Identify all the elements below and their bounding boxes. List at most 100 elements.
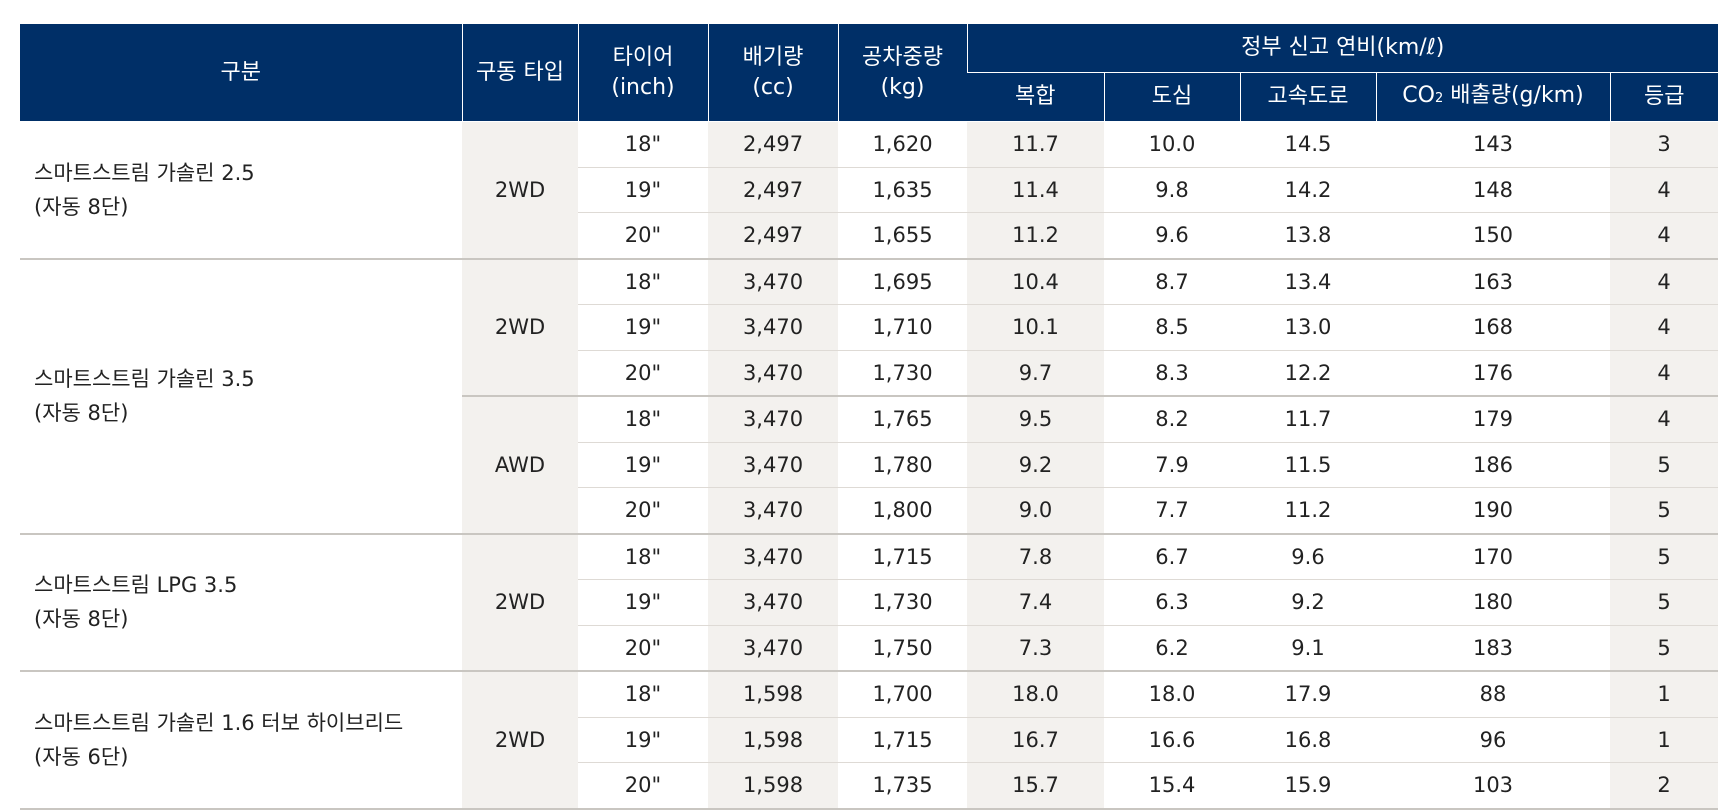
cell-curb-weight: 1,635 bbox=[838, 167, 967, 213]
cell-displacement: 2,497 bbox=[708, 167, 838, 213]
cell-tire: 20" bbox=[578, 762, 708, 810]
cell-drive-type: 2WD bbox=[462, 671, 578, 810]
header-curb-weight-label: 공차중량 bbox=[862, 44, 943, 70]
cell-displacement: 3,470 bbox=[708, 304, 838, 351]
table-row: 19" 2,497 1,635 11.4 9.8 14.2 148 4 bbox=[20, 167, 1719, 213]
cell-curb-weight: 1,800 bbox=[838, 487, 967, 535]
cell-co2: 96 bbox=[1376, 717, 1610, 763]
cell-co2: 179 bbox=[1376, 396, 1610, 443]
cell-co2: 170 bbox=[1376, 533, 1610, 580]
cell-co2: 186 bbox=[1376, 442, 1610, 488]
cell-curb-weight: 1,710 bbox=[838, 304, 967, 351]
cell-city: 8.5 bbox=[1104, 304, 1240, 351]
cell-displacement: 1,598 bbox=[708, 717, 838, 763]
cell-city: 8.3 bbox=[1104, 350, 1240, 397]
cell-tire: 19" bbox=[578, 442, 708, 488]
table-row: 스마트스트림 LPG 3.5 (자동 8단) 2WD 18" 3,470 1,715 7.8… bbox=[20, 533, 1719, 672]
cell-tire: 19" bbox=[578, 304, 708, 351]
model-name-line1: 스마트스트림 가솔린 1.6 터보 하이브리드 bbox=[34, 710, 404, 735]
cell-combined: 7.4 bbox=[967, 579, 1104, 626]
cell-displacement: 3,470 bbox=[708, 487, 838, 535]
cell-city: 6.7 bbox=[1104, 533, 1240, 580]
cell-highway: 11.2 bbox=[1240, 487, 1376, 535]
cell-combined: 11.2 bbox=[967, 212, 1104, 260]
cell-city: 10.0 bbox=[1104, 121, 1240, 168]
cell-tire: 18" bbox=[578, 533, 708, 580]
cell-tire: 19" bbox=[578, 579, 708, 626]
cell-grade: 5 bbox=[1610, 533, 1719, 580]
cell-displacement: 2,497 bbox=[708, 212, 838, 260]
table-row: 19" 3,470 1,710 10.1 8.5 13.0 168 4 bbox=[20, 304, 1719, 351]
cell-displacement: 3,470 bbox=[708, 350, 838, 397]
header-combined: 복합 bbox=[967, 72, 1104, 122]
cell-co2: 143 bbox=[1376, 121, 1610, 168]
cell-combined: 10.1 bbox=[967, 304, 1104, 351]
cell-highway: 14.2 bbox=[1240, 167, 1376, 213]
cell-highway: 13.4 bbox=[1240, 258, 1376, 305]
cell-grade: 4 bbox=[1610, 396, 1719, 443]
cell-model-name: 스마트스트림 가솔린 1.6 터보 하이브리드 (자동 6단) bbox=[20, 671, 462, 810]
cell-highway: 9.6 bbox=[1240, 533, 1376, 580]
cell-city: 9.8 bbox=[1104, 167, 1240, 213]
cell-displacement: 1,598 bbox=[708, 762, 838, 810]
cell-tire: 20" bbox=[578, 212, 708, 260]
cell-combined: 9.7 bbox=[967, 350, 1104, 397]
cell-curb-weight: 1,620 bbox=[838, 121, 967, 168]
cell-city: 16.6 bbox=[1104, 717, 1240, 763]
cell-highway: 14.5 bbox=[1240, 121, 1376, 168]
cell-displacement: 3,470 bbox=[708, 396, 838, 443]
header-tire-unit: (inch) bbox=[611, 74, 675, 100]
header-curb-weight: 공차중량 (kg) bbox=[837, 24, 967, 122]
model-name-line1: 스마트스트림 LPG 3.5 bbox=[34, 573, 238, 598]
cell-tire: 20" bbox=[578, 350, 708, 397]
cell-curb-weight: 1,655 bbox=[838, 212, 967, 260]
cell-curb-weight: 1,715 bbox=[838, 717, 967, 763]
cell-curb-weight: 1,730 bbox=[838, 579, 967, 626]
table-row: 20" 2,497 1,655 11.2 9.6 13.8 150 4 bbox=[20, 212, 1719, 260]
cell-displacement: 3,470 bbox=[708, 258, 838, 305]
table-header: 구분 구동 타입 타이어 (inch) 배기량 (cc) 공차중량 (kg) 정… bbox=[20, 24, 1719, 122]
cell-co2: 168 bbox=[1376, 304, 1610, 351]
cell-grade: 4 bbox=[1610, 304, 1719, 351]
model-name-line1: 스마트스트림 가솔린 2.5 bbox=[34, 160, 255, 185]
cell-grade: 2 bbox=[1610, 762, 1719, 810]
cell-co2: 163 bbox=[1376, 258, 1610, 305]
cell-model-name: 스마트스트림 LPG 3.5 (자동 8단) bbox=[20, 533, 462, 672]
table-row: 19" 3,470 1,730 7.4 6.3 9.2 180 5 bbox=[20, 579, 1719, 626]
cell-highway: 9.2 bbox=[1240, 579, 1376, 626]
model-name-line2: (자동 8단) bbox=[34, 194, 129, 219]
cell-grade: 5 bbox=[1610, 579, 1719, 626]
cell-city: 8.2 bbox=[1104, 396, 1240, 443]
cell-grade: 1 bbox=[1610, 717, 1719, 763]
table-row: 20" 1,598 1,735 15.7 15.4 15.9 103 2 bbox=[20, 762, 1719, 810]
table-row: 19" 3,470 1,780 9.2 7.9 11.5 186 5 bbox=[20, 442, 1719, 488]
header-displacement: 배기량 (cc) bbox=[707, 24, 838, 122]
header-drive-type: 구동 타입 bbox=[461, 24, 578, 122]
cell-grade: 1 bbox=[1610, 671, 1719, 718]
model-name-line2: (자동 8단) bbox=[34, 401, 129, 425]
cell-combined: 9.5 bbox=[967, 396, 1104, 443]
table-row: 스마트스트림 가솔린 1.6 터보 하이브리드 (자동 6단) 2WD 18" 1,59… bbox=[20, 671, 1719, 810]
cell-curb-weight: 1,765 bbox=[838, 396, 967, 443]
cell-highway: 17.9 bbox=[1240, 671, 1376, 718]
header-tire: 타이어 (inch) bbox=[577, 24, 708, 122]
table-row: 스마트스트림 가솔린 2.5 (자동 8단) 2WD 18" 2,497 1,620 11.… bbox=[20, 121, 1719, 260]
cell-city: 15.4 bbox=[1104, 762, 1240, 810]
header-co2: CO2 배출량(g/km) bbox=[1375, 72, 1610, 122]
cell-grade: 5 bbox=[1610, 487, 1719, 535]
cell-displacement: 1,598 bbox=[708, 671, 838, 718]
cell-curb-weight: 1,735 bbox=[838, 762, 967, 810]
table-body: 스마트스트림 가솔린 2.5 (자동 8단) 2WD 18" 2,497 1,620 11.… bbox=[20, 121, 1719, 810]
cell-city: 18.0 bbox=[1104, 671, 1240, 718]
cell-combined: 10.4 bbox=[967, 258, 1104, 305]
cell-tire: 18" bbox=[578, 121, 708, 168]
header-displacement-unit: (cc) bbox=[752, 74, 794, 100]
cell-displacement: 3,470 bbox=[708, 533, 838, 580]
cell-highway: 13.8 bbox=[1240, 212, 1376, 260]
header-city: 도심 bbox=[1103, 72, 1240, 122]
table-row: 19" 1,598 1,715 16.7 16.6 16.8 96 1 bbox=[20, 717, 1719, 763]
cell-co2: 103 bbox=[1376, 762, 1610, 810]
cell-drive-type: 2WD bbox=[462, 121, 578, 260]
header-highway: 고속도로 bbox=[1239, 72, 1376, 122]
cell-model-name: 스마트스트림 가솔린 2.5 (자동 8단) bbox=[20, 121, 462, 260]
